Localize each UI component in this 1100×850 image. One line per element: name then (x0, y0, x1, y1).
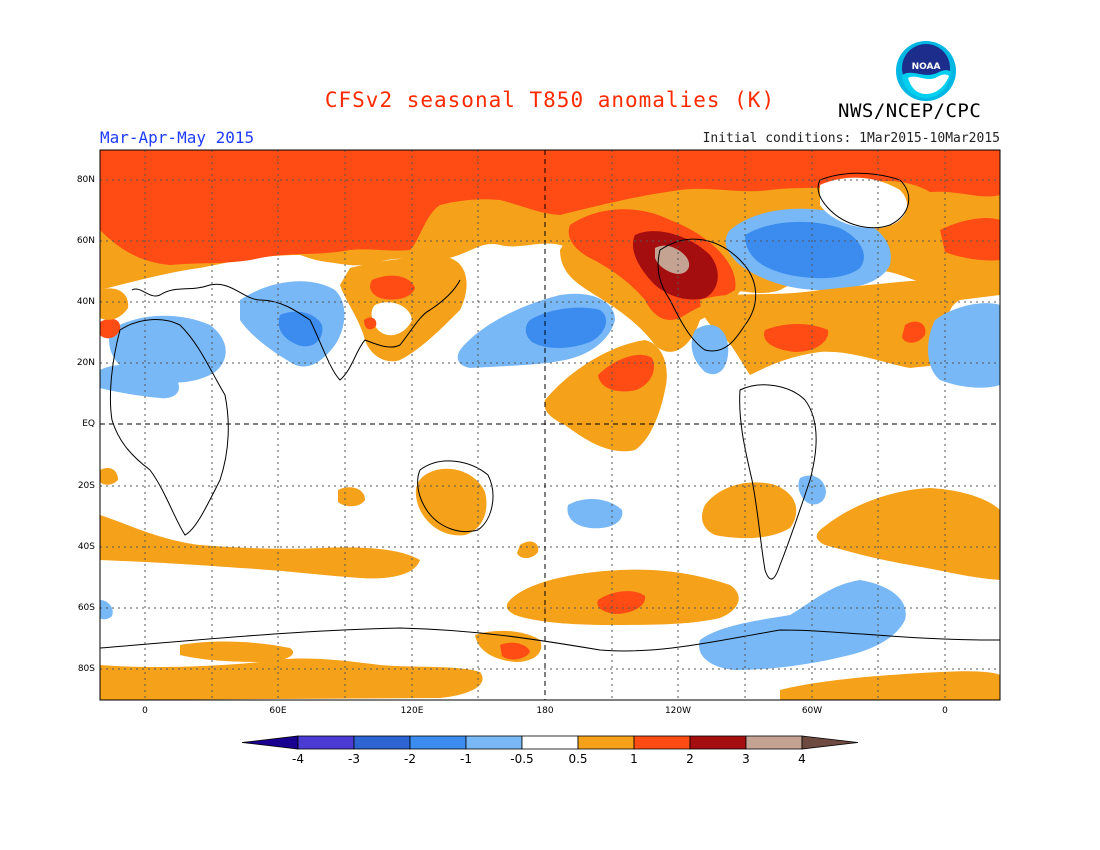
lat-label-20n: 20N (76, 358, 95, 368)
colorbar-swatch-5 (521, 735, 579, 750)
colorbar-swatch-1 (297, 735, 355, 750)
anomaly-greenland-white (820, 177, 908, 229)
anomaly-china-red (370, 275, 415, 300)
lon-label-180: 180 (536, 706, 554, 716)
colorbar-swatch-6 (577, 735, 635, 750)
colorbar-tick-10: 4 (798, 752, 806, 766)
anomaly-africa-n-blue2 (100, 364, 180, 399)
lon-label-0-east: 0 (942, 706, 948, 716)
lat-label-20s: 20S (77, 481, 95, 491)
lon-label-60w: 60W (801, 706, 823, 716)
anomaly-ross-red (500, 642, 530, 660)
colorbar-tick-6: 0.5 (568, 752, 588, 766)
map-title: CFSv2 seasonal T850 anomalies (K) (324, 88, 776, 112)
anomaly-uk-orange (100, 288, 129, 320)
anomaly-west-africa-blue (928, 303, 1000, 388)
colorbar-swatch-3 (409, 735, 467, 750)
colorbar-swatch-7 (633, 735, 691, 750)
colorbar-swatch-8 (689, 735, 747, 750)
colorbar (241, 735, 859, 750)
anomaly-china-red-small (364, 317, 377, 330)
lat-label-80s: 80S (77, 664, 95, 674)
lon-label-120e: 120E (400, 706, 424, 716)
colorbar-swatch-2 (353, 735, 411, 750)
colorbar-tick-8: 2 (686, 752, 694, 766)
gridlines (100, 150, 1000, 700)
initial-conditions-label: Initial conditions: 1Mar2015-10Mar2015 (702, 131, 1000, 146)
anomaly-europe-east-red (940, 218, 1000, 261)
colorbar-tick-4: -1 (460, 752, 472, 766)
colorbar-arrow-low (241, 735, 299, 750)
colorbar-arrow-high (801, 735, 859, 750)
season-label: Mar-Apr-May 2015 (100, 128, 255, 147)
anomaly-antarctic-orange-band (100, 658, 483, 700)
lat-label-80n: 80N (76, 175, 95, 185)
lat-label-60n: 60N (76, 236, 95, 246)
colorbar-tick-2: -3 (348, 752, 360, 766)
noaa-logo-icon: NOAA (896, 41, 956, 101)
anomaly-antarctic-blue (699, 580, 906, 670)
lat-label-40s: 40S (77, 542, 95, 552)
lat-label-60s: 60S (77, 603, 95, 613)
colorbar-swatch-4 (465, 735, 523, 750)
lat-label-40n: 40N (76, 297, 95, 307)
anomaly-s-indian-orange (100, 515, 420, 579)
colorbar-tick-7: 1 (630, 752, 638, 766)
anomaly-sa-orange (702, 482, 797, 539)
agency-label: NWS/NCEP/CPC (838, 100, 982, 122)
anomaly-pacific-red (598, 354, 655, 392)
map-frame (99, 149, 1001, 701)
svg-text:NOAA: NOAA (912, 62, 941, 72)
anomaly-canada-blue (745, 221, 864, 279)
colorbar-tick-5: -0.5 (510, 752, 534, 766)
anomaly-w-europe-red (100, 318, 121, 339)
lon-label-120w: 120W (664, 706, 692, 716)
lon-label-60e: 60E (269, 706, 287, 716)
anomaly-iberia-red (902, 321, 926, 343)
anomaly-s-atlantic-blue (798, 475, 826, 505)
anomaly-arctic-red (100, 150, 1000, 265)
anomaly-mexico-blue (691, 325, 729, 375)
anomaly-s-atlantic-orange (816, 488, 1000, 580)
colorbar-tick-9: 3 (742, 752, 750, 766)
colorbar-tick-1: -4 (292, 752, 304, 766)
lon-label-0: 0 (142, 706, 148, 716)
anomaly-spacific-blue (567, 498, 623, 529)
lat-label-eq: EQ (82, 419, 95, 429)
anomaly-weddell-blue (100, 600, 113, 620)
anomaly-india-blue (278, 311, 323, 347)
anomaly-npacific-blue (525, 307, 607, 348)
anomaly-africa-s-orange (100, 468, 118, 485)
anomaly-nw-america-brown (655, 245, 690, 274)
anomaly-s-pacific-red (597, 591, 646, 614)
colorbar-swatch-9 (745, 735, 803, 750)
equator-dateline (100, 150, 1000, 700)
anomaly-newzealand-orange (517, 541, 539, 559)
coastlines (100, 172, 1000, 652)
colorbar-tick-3: -2 (404, 752, 416, 766)
anomaly-antarctic-orange-mid (180, 641, 294, 662)
anomaly-atlantic-orange (700, 275, 1000, 375)
anomaly-china-white (371, 302, 412, 336)
